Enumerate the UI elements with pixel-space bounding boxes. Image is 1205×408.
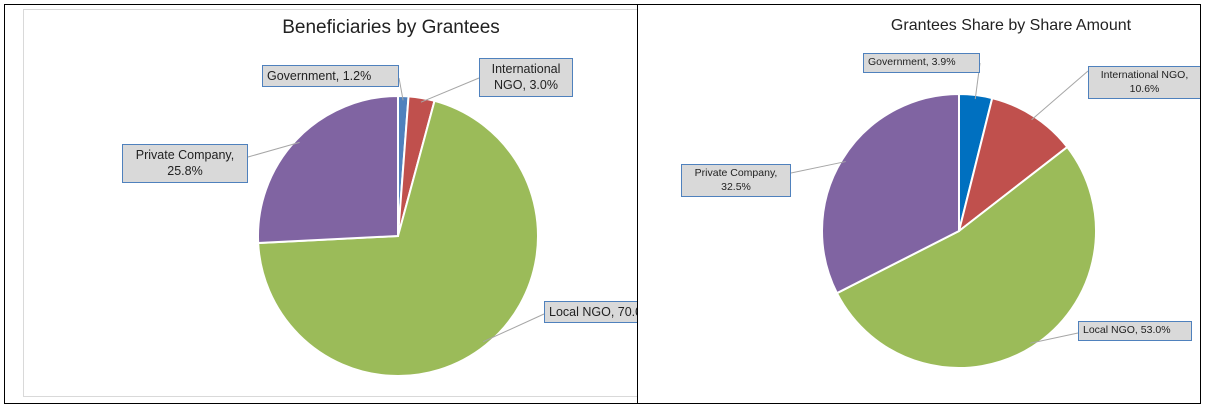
pie-chart xyxy=(247,77,545,377)
leader-line xyxy=(790,161,846,174)
pie-slice xyxy=(835,145,1097,369)
pie-slice xyxy=(257,99,539,377)
leader-line xyxy=(420,77,480,103)
data-label: Private Company, 32.5% xyxy=(681,164,791,198)
pie-slice xyxy=(821,92,960,295)
chart-cell: Grantees Share by Share Amount Government… xyxy=(637,4,1201,404)
pie-slice xyxy=(957,96,1069,234)
leader-line xyxy=(247,141,300,158)
data-label: Government, 1.2% xyxy=(262,65,399,88)
pie-chart xyxy=(790,62,1097,369)
data-label: International NGO, 10.6% xyxy=(1088,66,1200,100)
data-label: Local NGO, 53.0% xyxy=(1078,321,1192,341)
data-label: International NGO, 3.0% xyxy=(479,58,573,97)
chart-title: Grantees Share by Share Amount xyxy=(890,17,1132,34)
data-label: Local NGO, 70.0% xyxy=(544,301,637,324)
chart-title: Beneficiaries by Grantees xyxy=(282,17,500,38)
data-label: Private Company, 25.8% xyxy=(122,144,248,183)
chart-frame xyxy=(23,9,637,397)
leader-line xyxy=(1030,332,1079,344)
pie-slice xyxy=(257,94,399,245)
leader-line xyxy=(1031,70,1089,121)
leader-line xyxy=(398,77,404,101)
leader-line xyxy=(483,313,545,343)
data-label: Government, 3.9% xyxy=(863,53,980,73)
chart-cell: Beneficiaries by Grantees Government, 1.2… xyxy=(4,4,638,404)
